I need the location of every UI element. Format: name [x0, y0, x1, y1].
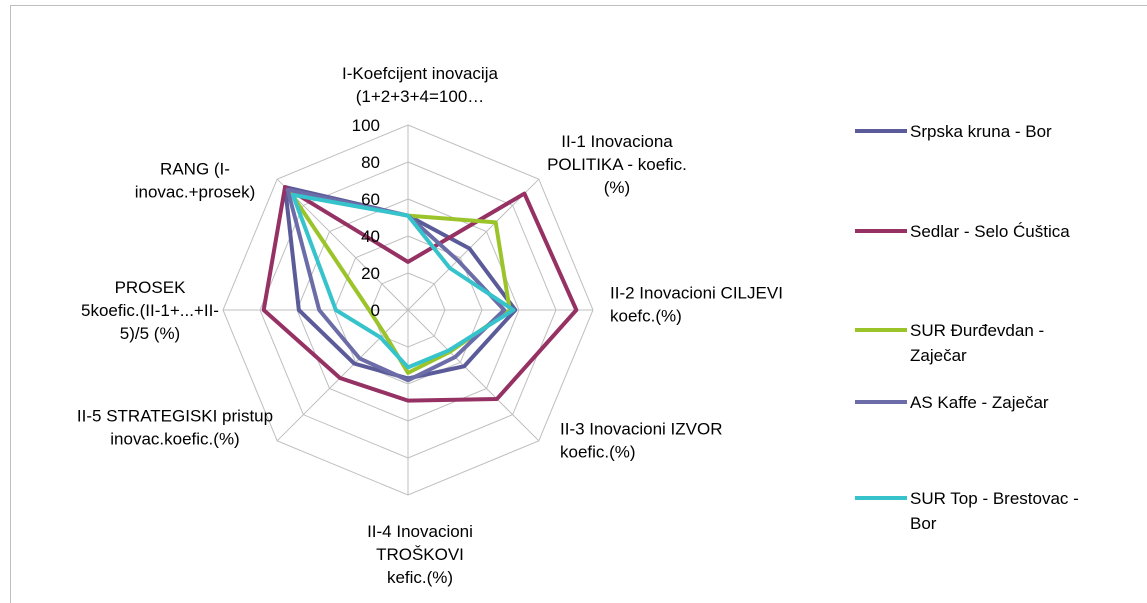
axis-tick-label: 0	[371, 301, 380, 320]
category-label: PROSEK 5koefic.(II-1+...+II-5)/5 (%)	[81, 278, 219, 343]
category-label: II-2 Inovacioni CILJEVI koefc.(%)	[610, 284, 783, 326]
legend-label: SUR Đurđevdan -Zaječar	[910, 321, 1044, 365]
legend-label: Srpska kruna - Bor	[910, 122, 1052, 141]
spoke	[407, 309, 540, 442]
category-label: II-3 Inovacioni IZVOR koefic.(%)	[560, 420, 723, 462]
series-line	[285, 187, 507, 383]
series-line	[290, 192, 516, 370]
axis-tick-label: 60	[361, 190, 380, 209]
category-label: I-Koefcijent inovacija (1+2+3+4=100…	[342, 64, 498, 106]
category-label: II-1 Inovaciona POLITIKA - koefic. (%)	[547, 132, 687, 197]
category-label: II-4 Inovacioni TROŠKOVI kefic.(%)	[367, 522, 473, 587]
spoke	[276, 178, 409, 311]
series-line	[261, 185, 579, 403]
spoke	[407, 178, 540, 311]
axis-tick-label: 20	[361, 264, 380, 283]
series-line	[288, 190, 512, 375]
legend-label: Sedlar - Selo Ćuštica	[910, 222, 1070, 241]
category-label: RANG (I-inovac.+prosek)	[135, 160, 255, 202]
axis-tick-label: 40	[361, 227, 380, 246]
axis-tick-label: 80	[361, 153, 380, 172]
category-label: II-5 STRATEGISKI pristup inovac.koefic.(%…	[77, 407, 273, 449]
spoke	[276, 309, 409, 442]
legend-label: AS Kaffe - Zaječar	[910, 393, 1049, 412]
legend-label: SUR Top - Brestovac -Bor	[910, 489, 1079, 533]
axis-tick-label: 100	[352, 116, 380, 135]
chart-frame	[10, 5, 1147, 603]
